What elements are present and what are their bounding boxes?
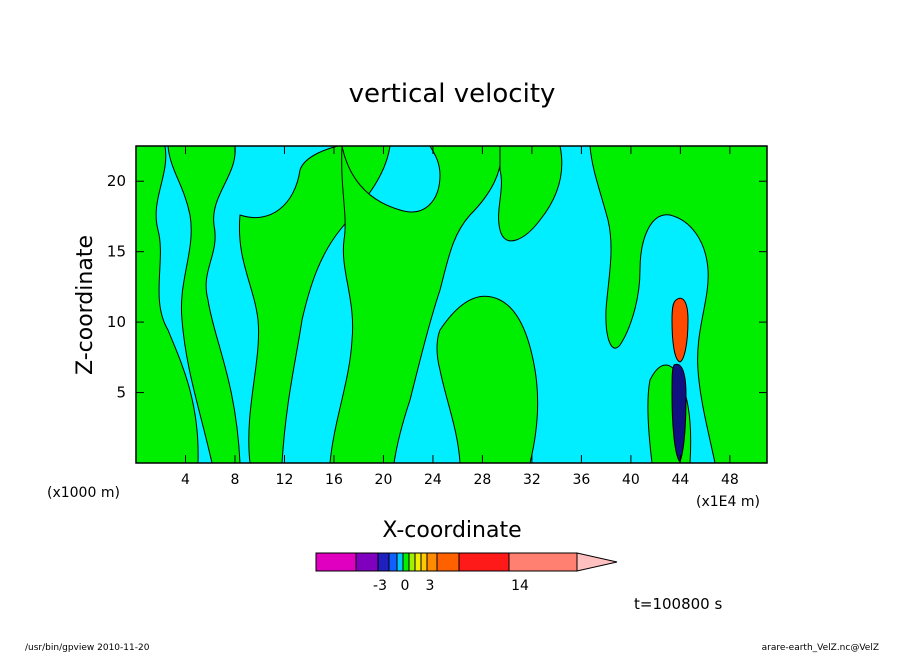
positive-region	[589, 145, 768, 464]
colorbar-label: 14	[511, 578, 529, 594]
colorbar-label: 3	[426, 578, 435, 594]
colorbar-extend-arrow	[576, 552, 618, 572]
y-axis-label: Z-coordinate	[73, 235, 98, 375]
x-unit-left: (x1000 m)	[47, 485, 120, 501]
colorbar-swatch	[315, 552, 357, 572]
y-tick-label: 10	[107, 313, 126, 331]
positive-region	[436, 295, 539, 464]
x-tick-label: 36	[572, 472, 590, 488]
x-axis-ticks: 4 8 12 16 20 24 28 32 36 40 44 48	[181, 146, 739, 488]
y-tick-label: 20	[107, 172, 126, 190]
colorbar-label: 0	[401, 578, 410, 594]
y-axis-ticks: 5 10 15 20	[107, 172, 767, 402]
chart-title: vertical velocity	[349, 79, 556, 109]
time-label: t=100800 s	[634, 595, 722, 613]
x-tick-label: 28	[474, 472, 492, 488]
contour-fills	[135, 145, 768, 464]
colorbar-swatch	[396, 552, 404, 572]
x-tick-label: 44	[671, 472, 689, 488]
colorbar-swatch	[420, 552, 428, 572]
positive-region	[329, 145, 502, 464]
footer-right: arare-earth_VelZ.nc@VelZ	[762, 643, 879, 653]
colorbar-swatch	[408, 552, 416, 572]
x-tick-label: 20	[375, 472, 393, 488]
x-tick-label: 48	[721, 472, 739, 488]
y-tick-label: 15	[107, 243, 126, 261]
updraft-core	[671, 297, 689, 363]
y-tick-label: 5	[116, 384, 126, 402]
positive-region	[135, 145, 199, 464]
colorbar-swatch	[402, 552, 410, 572]
x-unit-right: (x1E4 m)	[696, 494, 760, 510]
colorbar-labels: -3 0 3 14	[373, 578, 529, 594]
colorbar-swatch	[458, 552, 510, 572]
x-tick-label: 32	[523, 472, 541, 488]
plot-frame	[135, 145, 768, 464]
positive-region	[238, 145, 391, 464]
x-axis-label: X-coordinate	[382, 518, 521, 543]
colorbar-swatch	[426, 552, 438, 572]
colorbar-swatch	[436, 552, 460, 572]
colorbar-swatch	[388, 552, 398, 572]
positive-region	[498, 145, 563, 242]
colorbar-swatch	[508, 552, 578, 572]
x-tick-label: 12	[276, 472, 294, 488]
colorbar-label: -3	[373, 578, 387, 594]
footer-left: /usr/bin/gpview 2010-11-20	[25, 643, 150, 653]
x-tick-label: 40	[622, 472, 640, 488]
colorbar-swatch	[355, 552, 379, 572]
x-tick-label: 8	[231, 472, 240, 488]
x-tick-label: 4	[181, 472, 190, 488]
x-tick-label: 16	[325, 472, 343, 488]
colorbar	[315, 552, 618, 572]
x-tick-label: 24	[424, 472, 442, 488]
colorbar-swatch	[377, 552, 390, 572]
colorbar-swatch	[414, 552, 422, 572]
